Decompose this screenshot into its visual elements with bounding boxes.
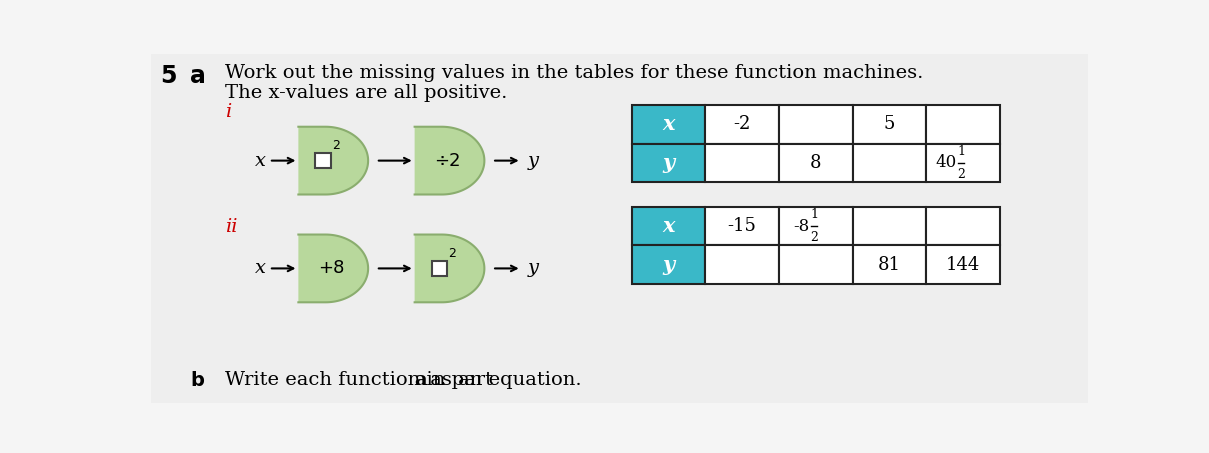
Text: 1: 1 bbox=[958, 145, 966, 158]
Text: Write each function in part: Write each function in part bbox=[225, 371, 499, 389]
Bar bbox=[926, 207, 1000, 246]
Text: ii: ii bbox=[225, 218, 237, 236]
Polygon shape bbox=[415, 235, 485, 302]
Bar bbox=[631, 105, 705, 144]
Bar bbox=[705, 105, 779, 144]
Text: 5: 5 bbox=[161, 64, 177, 88]
Text: 2: 2 bbox=[958, 168, 965, 181]
Bar bbox=[852, 144, 926, 182]
Text: +8: +8 bbox=[318, 260, 345, 277]
Bar bbox=[852, 246, 926, 284]
Text: y: y bbox=[528, 260, 539, 277]
Text: 5: 5 bbox=[884, 116, 895, 134]
Text: as an equation.: as an equation. bbox=[424, 371, 582, 389]
Bar bbox=[705, 246, 779, 284]
Bar bbox=[705, 144, 779, 182]
Text: 8: 8 bbox=[810, 154, 821, 172]
Text: x: x bbox=[255, 260, 266, 277]
Text: 2: 2 bbox=[449, 247, 456, 260]
Polygon shape bbox=[299, 235, 368, 302]
Text: -15: -15 bbox=[728, 217, 757, 235]
Text: 1: 1 bbox=[810, 208, 818, 222]
Bar bbox=[852, 207, 926, 246]
Bar bbox=[631, 144, 705, 182]
Bar bbox=[631, 207, 705, 246]
Bar bbox=[779, 246, 852, 284]
Bar bbox=[779, 207, 852, 246]
Bar bbox=[926, 246, 1000, 284]
Text: -8: -8 bbox=[793, 217, 810, 235]
Text: y: y bbox=[663, 153, 675, 173]
Text: -2: -2 bbox=[734, 116, 751, 134]
Text: The x-values are all positive.: The x-values are all positive. bbox=[225, 84, 507, 101]
Bar bbox=[631, 246, 705, 284]
Text: y: y bbox=[528, 152, 539, 169]
Bar bbox=[926, 105, 1000, 144]
Text: a: a bbox=[415, 371, 427, 389]
Text: x: x bbox=[663, 115, 675, 135]
Bar bbox=[432, 261, 447, 276]
Text: x: x bbox=[663, 216, 675, 236]
Text: y: y bbox=[663, 255, 675, 275]
Bar bbox=[316, 153, 331, 169]
Text: 40: 40 bbox=[936, 154, 956, 171]
Bar bbox=[926, 144, 1000, 182]
Bar bbox=[705, 207, 779, 246]
Text: ÷2: ÷2 bbox=[434, 152, 461, 169]
Polygon shape bbox=[299, 127, 368, 194]
Text: i: i bbox=[225, 103, 231, 121]
Text: a: a bbox=[190, 64, 206, 88]
Text: 144: 144 bbox=[945, 255, 980, 274]
Text: x: x bbox=[255, 152, 266, 169]
Text: 81: 81 bbox=[878, 255, 901, 274]
Text: 2: 2 bbox=[331, 139, 340, 152]
Bar bbox=[779, 144, 852, 182]
Bar bbox=[852, 105, 926, 144]
Text: Work out the missing values in the tables for these function machines.: Work out the missing values in the table… bbox=[225, 64, 924, 82]
Text: 2: 2 bbox=[810, 231, 818, 244]
Polygon shape bbox=[415, 127, 485, 194]
Bar bbox=[779, 105, 852, 144]
Text: b: b bbox=[190, 371, 204, 390]
